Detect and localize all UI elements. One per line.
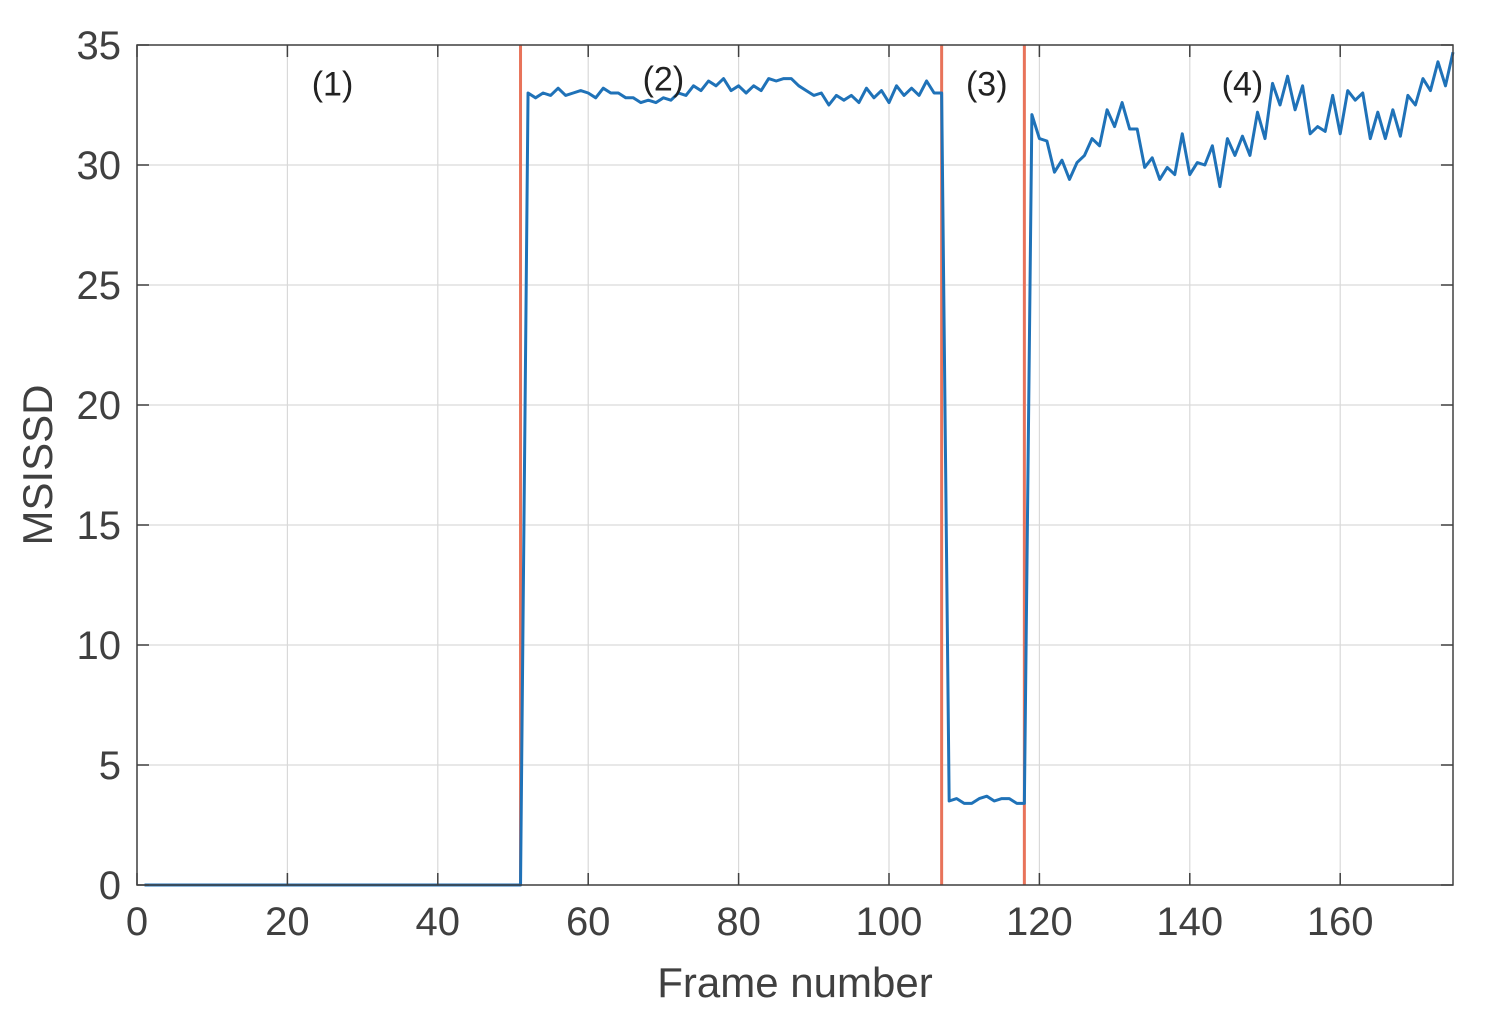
region-annotations: (1) (2) (3) (4) (312, 61, 1263, 104)
y-tick-label: 15 (77, 504, 122, 548)
x-tick-label: 160 (1307, 900, 1374, 944)
y-axis-title: MSISSD (14, 384, 61, 545)
x-tick-labels: 0 20 40 60 80 100 120 140 160 (126, 900, 1374, 944)
y-tick-label: 30 (77, 144, 122, 188)
x-axis-title: Frame number (657, 959, 932, 1006)
plot-frame (136, 44, 1454, 886)
region-label: (4) (1222, 65, 1264, 103)
x-tick-label: 120 (1006, 900, 1073, 944)
y-tick-label: 0 (99, 864, 121, 908)
x-tick-label: 20 (265, 900, 310, 944)
y-tick-label: 35 (77, 24, 122, 68)
region-label: (3) (966, 65, 1008, 103)
x-tick-label: 0 (126, 900, 148, 944)
x-tick-label: 40 (416, 900, 461, 944)
y-tick-label: 5 (99, 744, 121, 788)
y-tick-label: 10 (77, 624, 122, 668)
y-tick-label: 25 (77, 264, 122, 308)
x-tick-label: 100 (856, 900, 923, 944)
x-tick-label: 80 (716, 900, 761, 944)
plot-area (137, 45, 1453, 885)
y-tick-label: 20 (77, 384, 122, 428)
region-label: (1) (312, 65, 354, 103)
y-tick-labels: 0 5 10 15 20 25 30 35 (77, 24, 122, 908)
x-tick-label: 60 (566, 900, 611, 944)
ticks (136, 44, 1453, 886)
x-tick-label: 140 (1156, 900, 1223, 944)
region-label: (2) (643, 61, 685, 99)
